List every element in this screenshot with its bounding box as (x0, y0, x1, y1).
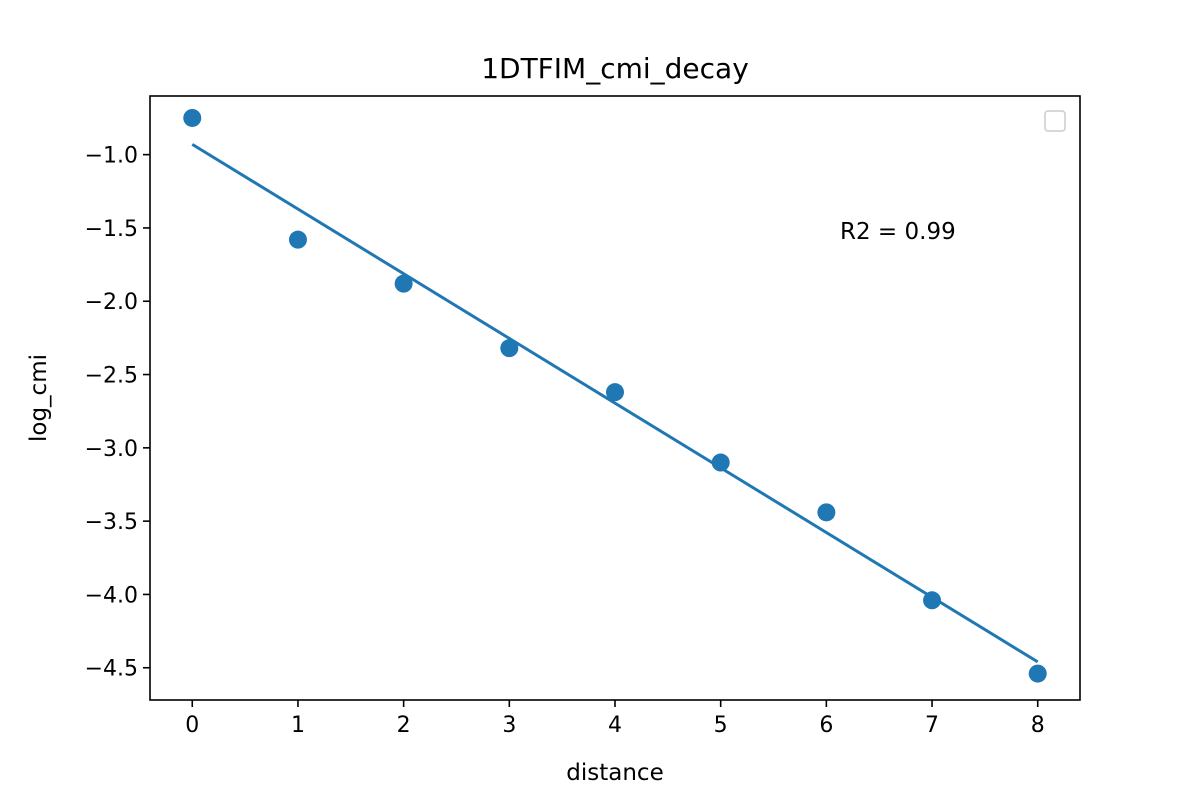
x-tick-label: 3 (502, 713, 516, 738)
x-tick-label: 8 (1031, 713, 1045, 738)
fit-line (191, 143, 1039, 664)
y-tick-label: −2.0 (85, 290, 138, 315)
scatter-point (394, 274, 413, 293)
y-axis-label: log_cmi (26, 354, 52, 442)
x-tick-label: 1 (291, 713, 305, 738)
scatter-point (923, 591, 942, 610)
scatter-point (183, 108, 202, 127)
scatter-point (500, 339, 519, 358)
chart-title: 1DTFIM_cmi_decay (481, 52, 749, 85)
x-tick-label: 5 (714, 713, 728, 738)
scatter-point (288, 230, 307, 249)
y-tick-label: −4.0 (85, 583, 138, 608)
scatter-point (817, 503, 836, 522)
legend-box (1044, 110, 1066, 132)
x-tick-label: 4 (608, 713, 622, 738)
y-axis: −1.0 −1.5 −2.0 −2.5 −3.0 −3.5 −4.0 −4.5 (85, 144, 150, 682)
scatter-point (711, 453, 730, 472)
y-tick-label: −4.5 (85, 657, 138, 682)
y-tick-label: −1.0 (85, 144, 138, 169)
x-axis-label: distance (566, 760, 663, 786)
r2-annotation: R2 = 0.99 (840, 219, 956, 245)
scatter-point (1028, 664, 1047, 683)
y-tick-label: −3.5 (85, 510, 138, 535)
data-marks (183, 108, 1047, 683)
x-tick-label: 6 (819, 713, 833, 738)
x-tick-label: 2 (397, 713, 411, 738)
scatter-point (606, 383, 624, 402)
x-axis: 0 1 2 3 4 5 6 7 8 (185, 700, 1045, 738)
x-tick-label: 0 (185, 713, 199, 738)
y-tick-label: −2.5 (85, 364, 138, 389)
y-tick-label: −3.0 (85, 437, 138, 462)
x-tick-label: 7 (925, 713, 939, 738)
y-tick-label: −1.5 (85, 217, 138, 242)
